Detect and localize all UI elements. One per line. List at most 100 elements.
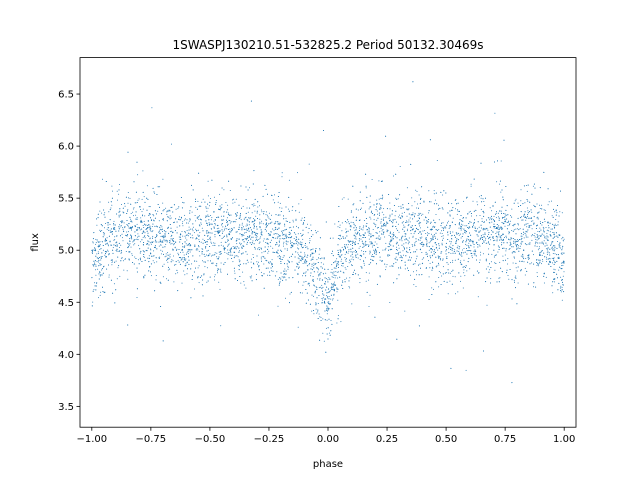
data-point [330, 320, 332, 321]
data-point [533, 254, 534, 256]
data-point [505, 259, 506, 261]
data-point [527, 216, 528, 217]
data-point [327, 297, 328, 299]
data-point [420, 199, 421, 200]
data-point [148, 261, 150, 263]
data-point [405, 221, 407, 223]
data-point [471, 241, 473, 243]
data-point [489, 219, 491, 221]
data-point [147, 234, 149, 236]
data-point [249, 276, 251, 278]
data-point [527, 200, 529, 202]
data-point [317, 303, 319, 304]
data-point [547, 258, 549, 260]
data-point [512, 251, 514, 253]
data-point [434, 222, 436, 224]
data-point [323, 263, 325, 265]
data-point [244, 217, 246, 219]
data-point [416, 255, 418, 257]
data-point [169, 242, 171, 244]
data-point [370, 233, 372, 235]
data-point [211, 242, 213, 244]
data-point [433, 226, 435, 228]
data-point [179, 225, 181, 227]
data-point [276, 271, 278, 273]
data-point [336, 322, 338, 324]
data-point [310, 249, 311, 251]
data-point [106, 222, 108, 224]
data-point [362, 234, 364, 235]
data-point [254, 219, 256, 221]
data-point [413, 215, 415, 217]
data-point [260, 258, 262, 260]
data-point [156, 236, 158, 238]
data-point [299, 259, 301, 261]
data-point [221, 224, 223, 226]
data-point [302, 233, 304, 235]
data-point [131, 221, 133, 223]
data-point [497, 236, 499, 238]
data-point [99, 245, 101, 247]
data-point [560, 262, 562, 264]
data-point [370, 218, 372, 220]
data-point [309, 285, 310, 287]
data-point [383, 225, 385, 227]
data-point [99, 249, 101, 250]
data-point [365, 272, 367, 274]
data-point [122, 260, 124, 262]
data-point [407, 228, 408, 230]
data-point [458, 227, 460, 229]
data-point [397, 216, 399, 218]
data-point [183, 254, 185, 256]
data-point [478, 239, 480, 241]
data-point [204, 242, 206, 243]
data-point [383, 208, 385, 210]
data-point [259, 205, 260, 207]
data-point [251, 244, 253, 245]
data-point [369, 195, 371, 197]
data-point [520, 211, 522, 213]
data-point [220, 270, 222, 272]
data-point [243, 241, 245, 243]
data-point [226, 209, 228, 211]
data-point [496, 211, 497, 213]
data-point [196, 248, 198, 250]
data-point [438, 229, 440, 231]
data-point [258, 247, 260, 249]
data-point [349, 259, 351, 261]
data-point [174, 230, 176, 232]
data-point [393, 175, 394, 177]
data-point [189, 219, 191, 221]
data-point [268, 223, 270, 225]
data-point [556, 248, 558, 249]
data-point [405, 220, 407, 222]
data-point [459, 210, 460, 212]
data-point [128, 223, 130, 225]
data-point [500, 239, 502, 240]
data-point [540, 251, 542, 253]
data-point [547, 222, 548, 224]
data-point [282, 256, 284, 258]
data-point [220, 268, 222, 270]
data-point [221, 223, 223, 224]
data-point [154, 245, 156, 247]
data-point [176, 248, 178, 250]
data-point [438, 245, 440, 247]
data-point [480, 238, 481, 240]
data-point [447, 263, 449, 265]
data-point [279, 281, 281, 283]
data-point [97, 268, 99, 270]
data-point [412, 235, 414, 237]
data-point [166, 240, 168, 242]
data-point [211, 217, 213, 219]
data-point [304, 262, 306, 264]
data-point [218, 216, 220, 218]
data-point [132, 226, 133, 228]
data-point [108, 201, 110, 203]
data-point [528, 258, 530, 260]
data-point [100, 291, 102, 293]
data-point [381, 194, 383, 196]
data-point [454, 276, 456, 278]
data-point [439, 258, 441, 260]
data-point [419, 239, 421, 241]
